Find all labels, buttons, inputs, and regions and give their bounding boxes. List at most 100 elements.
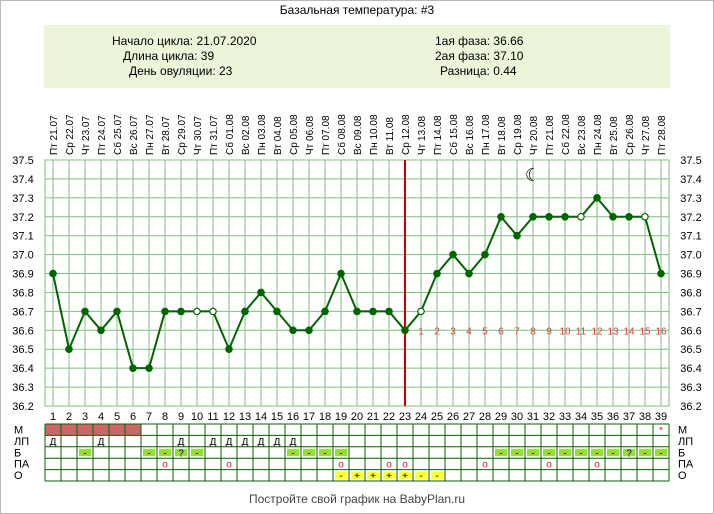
date-label: Ср 22.07 <box>65 114 76 155</box>
footer-link[interactable]: Постройте свой график на BabyPlan.ru <box>248 492 466 506</box>
day-number: 38 <box>639 411 651 423</box>
day-number: 15 <box>271 411 283 423</box>
date-label: Ср 26.08 <box>625 114 636 155</box>
y-tick-label-left: 37.2 <box>12 212 33 224</box>
temperature-point <box>497 212 505 221</box>
temperature-point <box>337 269 345 278</box>
y-tick-label-right: 36.7 <box>680 306 701 318</box>
day-number: 33 <box>559 411 571 423</box>
date-label: Пн 10.08 <box>369 114 380 155</box>
day-number: 9 <box>178 411 184 423</box>
temperature-point <box>113 307 121 316</box>
row-mark: - <box>163 448 166 459</box>
date-label: Пн 24.08 <box>593 114 604 155</box>
discharge-fill <box>159 448 171 457</box>
row-mark: + <box>354 471 360 482</box>
y-tick-label-right: 37.1 <box>680 231 701 243</box>
day-number: 31 <box>527 411 539 423</box>
day-number: 14 <box>255 411 267 423</box>
menstruation-fill <box>109 424 125 436</box>
luteal-day-number: 3 <box>450 326 456 337</box>
row-label-right: ПА <box>678 459 694 471</box>
temperature-point <box>545 212 553 221</box>
date-label: Сб 01.08 <box>224 114 236 155</box>
row-label-right: М <box>678 425 687 437</box>
day-number: 13 <box>239 411 251 423</box>
temperature-point <box>305 326 313 335</box>
date-label: Чт 13.08 <box>417 116 428 155</box>
day-number: 16 <box>287 411 299 423</box>
day-number: 20 <box>351 411 363 423</box>
row-mark: - <box>339 471 342 482</box>
ovulation-test-fill <box>367 471 379 479</box>
row-mark: o <box>546 460 552 471</box>
day-number: 34 <box>575 411 587 423</box>
row-mark: - <box>563 448 566 459</box>
day-number: 36 <box>607 411 619 423</box>
day-number: 37 <box>623 411 635 423</box>
temperature-point <box>465 269 473 278</box>
date-label: Сб 15.08 <box>448 114 460 155</box>
temperature-point <box>193 307 201 316</box>
menstruation-fill <box>45 424 61 436</box>
row-label-left: О <box>14 470 23 482</box>
row-mark: - <box>83 448 86 459</box>
temperature-point <box>241 307 249 316</box>
y-tick-label-right: 36.9 <box>680 269 701 281</box>
y-tick-label-left: 37.0 <box>12 250 33 262</box>
temperature-point <box>593 194 601 202</box>
row-mark: o <box>594 460 600 471</box>
luteal-day-number: 5 <box>482 326 488 337</box>
row-mark: Д <box>258 437 265 448</box>
info-panel: Начало цикла: 21.07.2020 Длина цикла: 39… <box>44 25 670 88</box>
phase1-average: 1ая фаза: 36.66 <box>435 34 524 48</box>
discharge-fill <box>559 448 571 457</box>
day-number: 21 <box>367 411 379 423</box>
y-tick-label-left: 36.3 <box>12 382 33 394</box>
row-mark: o <box>226 460 232 471</box>
date-label: Сб 25.07 <box>112 114 124 155</box>
ovulation-test-fill <box>431 471 443 479</box>
y-tick-label-right: 36.3 <box>680 382 701 394</box>
luteal-day-number: 2 <box>434 326 440 337</box>
temperature-point <box>209 307 217 316</box>
temperature-point <box>49 269 57 278</box>
phase-difference: Разница: 0.44 <box>440 64 517 78</box>
date-label: Пт 14.08 <box>433 115 444 155</box>
discharge-fill <box>607 448 619 457</box>
discharge-fill <box>191 448 203 457</box>
luteal-day-number: 8 <box>530 326 536 337</box>
temperature-point <box>145 364 153 372</box>
day-number: 29 <box>495 411 507 423</box>
discharge-fill <box>335 448 347 457</box>
discharge-fill <box>655 448 667 457</box>
date-label: Пт 21.07 <box>49 115 60 155</box>
day-number: 11 <box>207 411 218 423</box>
menstruation-fill <box>125 424 141 436</box>
day-number: 18 <box>319 411 331 423</box>
date-label: Ср 12.08 <box>401 114 412 155</box>
temperature-point <box>529 212 537 221</box>
discharge-fill <box>319 448 331 457</box>
day-number: 10 <box>191 411 203 423</box>
day-number: 3 <box>82 411 88 423</box>
day-number: 7 <box>146 411 152 423</box>
row-mark: - <box>643 448 646 459</box>
discharge-fill <box>623 448 635 457</box>
row-mark: - <box>307 448 310 459</box>
date-label: Вт 18.08 <box>497 116 508 155</box>
day-number: 24 <box>415 411 427 423</box>
temperature-point <box>257 288 265 297</box>
row-mark: Д <box>178 437 185 448</box>
day-number: 4 <box>98 411 104 423</box>
date-label: Вт 25.08 <box>609 116 620 155</box>
y-tick-label-left: 37.3 <box>12 193 33 205</box>
temperature-point <box>657 269 665 278</box>
day-number: 39 <box>655 411 667 423</box>
temperature-point <box>561 212 569 221</box>
day-number: 32 <box>543 411 555 423</box>
temperature-point <box>225 345 233 354</box>
discharge-fill <box>287 448 299 457</box>
ovulation-test-fill <box>415 471 427 479</box>
day-number: 25 <box>431 411 443 423</box>
